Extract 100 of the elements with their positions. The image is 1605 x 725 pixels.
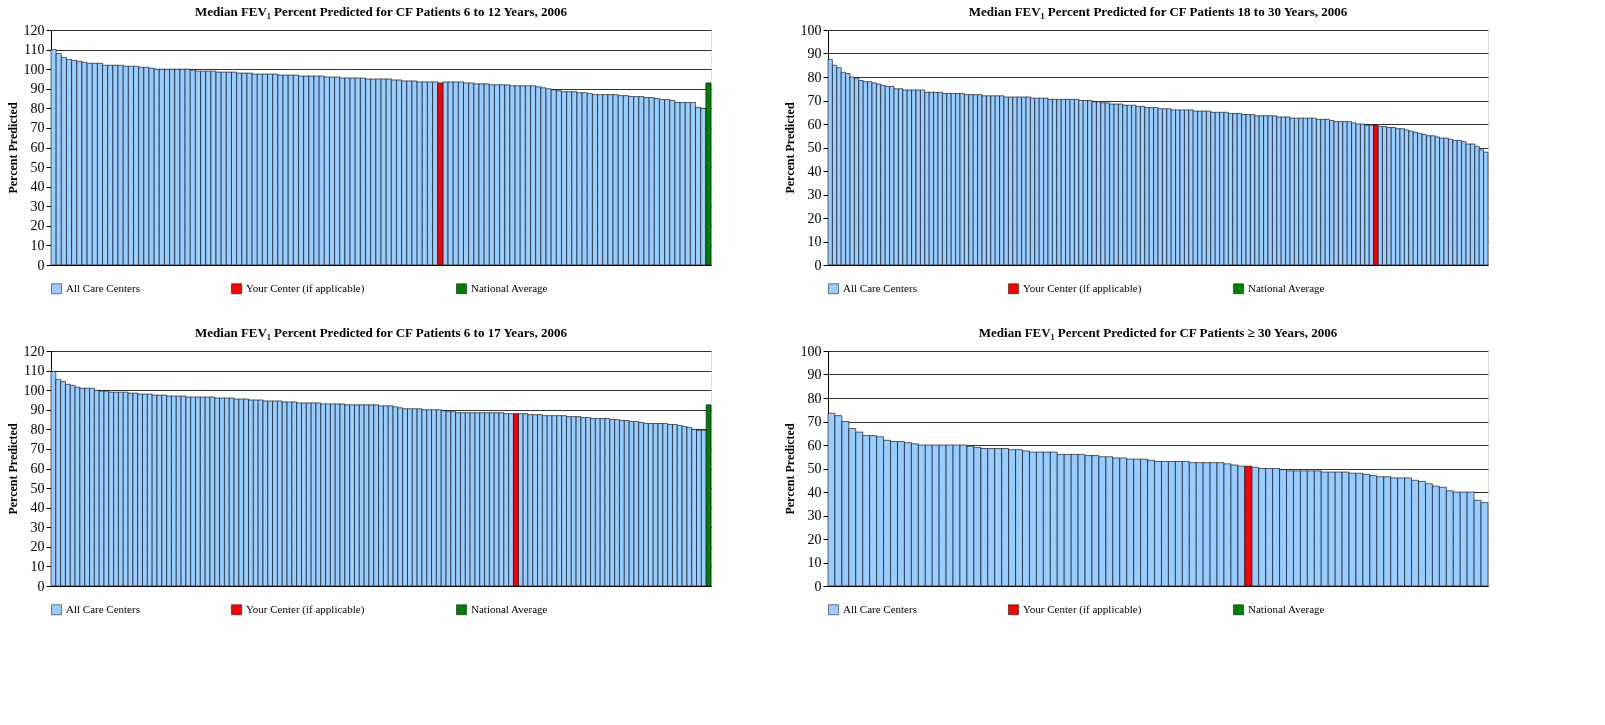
legend-label: National Average [1248, 281, 1325, 294]
legend-label: All Care Centers [843, 602, 917, 615]
bar [1025, 96, 1031, 266]
y-tick-label: 20 [807, 210, 822, 226]
legend-label: All Care Centers [843, 281, 917, 294]
y-tick-label: 70 [807, 93, 822, 108]
y-tick-label: 40 [30, 179, 45, 195]
bar [1483, 151, 1489, 266]
bar [416, 408, 423, 587]
legend-label: National Average [471, 281, 548, 294]
bar [1289, 117, 1295, 266]
bar [1166, 108, 1172, 266]
y-tick-label: 30 [807, 508, 822, 523]
bar [1408, 130, 1414, 266]
bar [1298, 117, 1304, 266]
y-axis-title: Percent Predicted [782, 102, 797, 194]
y-tick-label: 60 [807, 437, 822, 453]
y-tick-label: 30 [807, 187, 822, 202]
y-tick-label: 120 [23, 343, 45, 359]
y-tick-label: 90 [807, 46, 822, 61]
bar [262, 400, 269, 587]
y-tick-label: 100 [23, 61, 45, 77]
y-tick-label: 90 [30, 402, 45, 418]
y-tick-label: 0 [814, 257, 822, 273]
legend-label: Your Center (if applicable) [246, 602, 365, 616]
y-tick-label: 30 [30, 519, 45, 535]
bar [1091, 101, 1097, 266]
y-tick-label: 0 [37, 578, 45, 594]
bar [233, 398, 240, 587]
bar [981, 95, 987, 266]
y-axis-title: Percent Predicted [782, 423, 797, 515]
bar [1144, 107, 1150, 266]
y-axis-title: Percent Predicted [5, 423, 20, 515]
y-tick-label: 10 [807, 555, 822, 570]
y-tick-label: 40 [807, 484, 822, 500]
y-tick-label: 10 [30, 237, 45, 253]
bar [1223, 111, 1229, 266]
legend-label: Your Center (if applicable) [1023, 602, 1142, 616]
y-tick-label: 120 [23, 22, 45, 38]
bar [1452, 140, 1458, 266]
bar [339, 403, 346, 587]
bar [551, 415, 558, 587]
bar [946, 93, 952, 266]
y-tick-label: 10 [807, 234, 822, 249]
bar [959, 93, 965, 266]
y-tick-label: 20 [30, 539, 45, 555]
bar [1135, 106, 1141, 266]
y-tick-label: 20 [807, 531, 822, 547]
y-axis-title: Percent Predicted [5, 102, 20, 194]
legend-label: National Average [1248, 602, 1325, 615]
legend-label: All Care Centers [66, 281, 140, 294]
bar [1443, 137, 1449, 266]
y-tick-label: 60 [807, 116, 822, 132]
y-tick-label: 100 [23, 382, 45, 398]
bar [1201, 110, 1207, 266]
y-tick-label: 90 [807, 367, 822, 382]
bar [310, 402, 317, 587]
y-tick-label: 40 [30, 500, 45, 516]
bar [1399, 128, 1405, 266]
y-tick-label: 0 [814, 578, 822, 594]
y-tick-label: 100 [800, 343, 822, 359]
bar [628, 421, 635, 587]
y-tick-label: 30 [30, 198, 45, 214]
y-tick-label: 100 [800, 22, 822, 38]
y-tick-label: 60 [30, 140, 45, 155]
bar [1430, 135, 1436, 266]
y-tick-label: 110 [24, 363, 45, 379]
bar [1276, 116, 1282, 266]
bar [1034, 97, 1040, 266]
y-tick-label: 0 [37, 257, 45, 273]
bar [1122, 104, 1128, 266]
bar [1386, 127, 1392, 266]
y-tick-label: 50 [807, 461, 822, 476]
bar [1069, 99, 1075, 266]
bar [156, 394, 163, 587]
bar [871, 82, 877, 266]
bar [1254, 115, 1260, 266]
y-tick-label: 40 [807, 163, 822, 179]
bar [681, 426, 688, 587]
bar [968, 94, 974, 266]
legend-label: Your Center (if applicable) [1023, 281, 1142, 295]
bar [74, 386, 81, 587]
bar [575, 416, 582, 587]
bar [1012, 96, 1018, 266]
bar [209, 396, 216, 587]
y-tick-label: 60 [30, 461, 45, 476]
y-tick-label: 10 [30, 558, 45, 574]
y-tick-label: 20 [30, 218, 45, 234]
y-tick-label: 70 [30, 120, 45, 136]
bar [1245, 114, 1251, 266]
bar [1078, 100, 1084, 266]
bar [363, 404, 370, 587]
bar [902, 89, 908, 266]
y-tick-label: 50 [30, 480, 45, 496]
bar [392, 406, 399, 587]
y-tick-label: 110 [24, 42, 45, 58]
y-tick-label: 90 [30, 81, 45, 97]
bar [1210, 111, 1216, 266]
chart-title: Median FEV₁ Percent Predicted for CF Patients ≥ 30 Years, 2006 [978, 325, 1338, 340]
chart-title: Median FEV₁ Percent Predicted for CF Patients 18 to 30 Years, 2006 [968, 4, 1348, 19]
